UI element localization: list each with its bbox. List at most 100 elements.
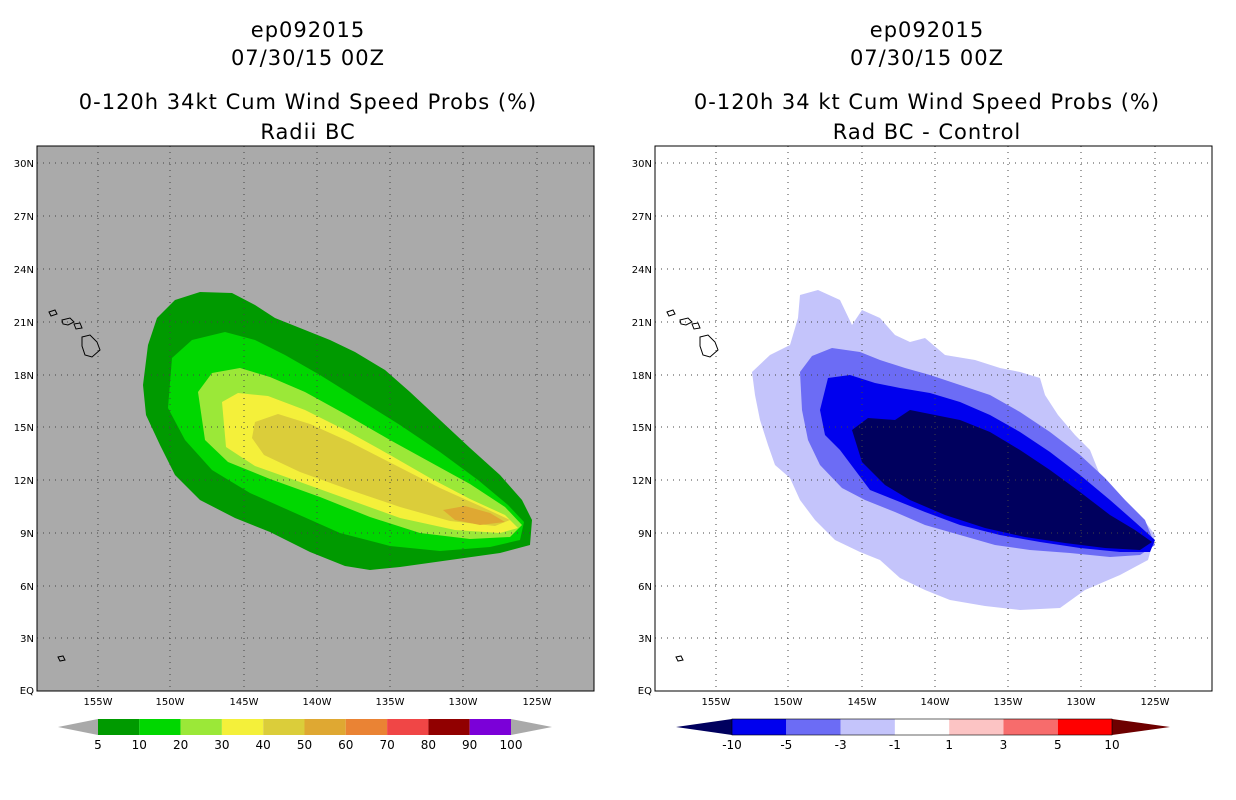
right-lat-label: 27N — [632, 212, 652, 223]
right-colorbar-label: 5 — [1054, 738, 1062, 752]
right-colorbar-swatch — [786, 719, 841, 735]
right-lat-label: 24N — [632, 265, 652, 276]
right-lat-label: 21N — [632, 318, 652, 329]
right-colorbar-label: -10 — [722, 738, 742, 752]
left-lat-label: EQ — [20, 686, 34, 697]
left-lon-label: 145W — [230, 697, 259, 708]
left-colorbar-swatch — [345, 719, 388, 735]
right-colorbar-swatch — [732, 719, 787, 735]
right-colorbar-swatch — [840, 719, 895, 735]
right-colorbar-label: 10 — [1104, 738, 1119, 752]
right-lon-label: 130W — [1067, 697, 1096, 708]
right-lat-label: EQ — [638, 686, 652, 697]
left-colorbar-label: 70 — [379, 738, 394, 752]
right-colorbar: -10 -5 -3 -1 1 3 5 10 — [676, 718, 1170, 752]
right-map: 30N 27N 24N 21N 18N 15N 12N 9N 6N 3N EQ … — [632, 145, 1213, 752]
left-lat-label: 15N — [14, 423, 34, 434]
right-lon-label: 155W — [702, 697, 731, 708]
right-map-frame — [654, 145, 1213, 692]
right-colorbar-swatch — [1003, 719, 1058, 735]
right-colorbar-label: -3 — [835, 738, 847, 752]
left-colorbar-swatch — [387, 719, 429, 735]
left-probability-field — [143, 292, 532, 570]
left-lon-axis: 155W 150W 145W 140W 135W 130W 125W — [84, 697, 552, 708]
right-hawaii-islands — [666, 309, 719, 662]
right-lon-label: 145W — [848, 697, 877, 708]
right-lon-label: 140W — [921, 697, 950, 708]
right-colorbar-high-arrow — [1112, 719, 1170, 735]
left-lat-label: 21N — [14, 318, 34, 329]
left-lat-label: 6N — [20, 582, 34, 593]
left-colorbar-label: 20 — [173, 738, 188, 752]
right-colorbar-swatch — [1057, 719, 1113, 735]
left-colorbar-swatch — [428, 719, 470, 735]
left-colorbar-swatch — [180, 719, 222, 735]
right-colorbar-low-arrow — [676, 719, 732, 735]
left-colorbar-swatch — [304, 719, 346, 735]
left-lat-label: 3N — [20, 634, 34, 645]
right-lon-label: 125W — [1141, 697, 1170, 708]
left-lon-label: 130W — [449, 697, 478, 708]
left-lon-label: 135W — [376, 697, 405, 708]
left-map: 30N 27N 24N 21N 18N 15N 12N 9N 6N 3N EQ … — [14, 145, 595, 752]
right-lat-label: 6N — [638, 582, 652, 593]
left-colorbar-label: 90 — [462, 738, 477, 752]
left-lat-label: 18N — [14, 371, 34, 382]
right-lat-label: 15N — [632, 423, 652, 434]
left-lat-label: 24N — [14, 265, 34, 276]
right-colorbar-swatch — [949, 719, 1004, 735]
left-lat-label: 9N — [20, 529, 34, 540]
left-lon-label: 125W — [523, 697, 552, 708]
left-colorbar-swatch — [98, 719, 140, 735]
left-lat-label: 30N — [14, 159, 34, 170]
left-title-storm: ep092015 — [250, 18, 366, 42]
left-title-subtitle: Radii BC — [260, 120, 356, 144]
left-lon-label: 140W — [303, 697, 332, 708]
left-title-date: 07/30/15 00Z — [230, 46, 386, 70]
left-lon-label: 150W — [156, 697, 185, 708]
right-lat-label: 30N — [632, 159, 652, 170]
right-colorbar-label: 1 — [945, 738, 953, 752]
right-lat-label: 18N — [632, 371, 652, 382]
left-lat-label: 12N — [14, 476, 34, 487]
left-colorbar-low-arrow — [58, 719, 98, 735]
left-colorbar-swatch — [263, 719, 305, 735]
left-title-product: 0-120h 34kt Cum Wind Speed Probs (%) — [78, 90, 538, 114]
left-grid — [37, 146, 594, 691]
right-contour-minus10 — [852, 410, 1152, 550]
right-lon-label: 135W — [994, 697, 1023, 708]
left-colorbar-swatch — [469, 719, 511, 735]
left-colorbar-label: 30 — [214, 738, 229, 752]
right-lat-label: 3N — [638, 634, 652, 645]
left-colorbar-swatch — [221, 719, 264, 735]
left-map-frame — [36, 145, 595, 692]
right-colorbar-label: -1 — [889, 738, 901, 752]
right-lat-axis: 30N 27N 24N 21N 18N 15N 12N 9N 6N 3N EQ — [632, 159, 652, 697]
left-lat-axis: 30N 27N 24N 21N 18N 15N 12N 9N 6N 3N EQ — [14, 159, 34, 697]
right-lon-label: 150W — [774, 697, 803, 708]
right-colorbar-swatch — [894, 719, 950, 735]
left-lat-label: 27N — [14, 212, 34, 223]
left-colorbar: 5 10 20 30 40 50 60 70 80 90 100 — [58, 719, 552, 752]
left-colorbar-label: 60 — [338, 738, 353, 752]
left-lon-label: 155W — [84, 697, 113, 708]
right-lat-label: 9N — [638, 529, 652, 540]
left-hawaii-islands — [48, 309, 101, 662]
left-colorbar-high-arrow — [511, 719, 552, 735]
right-grid — [655, 146, 1212, 691]
right-difference-field — [752, 290, 1155, 610]
right-title-storm: ep092015 — [869, 18, 985, 42]
left-colorbar-label: 100 — [500, 738, 523, 752]
left-colorbar-label: 10 — [132, 738, 147, 752]
left-colorbar-label: 40 — [256, 738, 271, 752]
right-colorbar-label: -5 — [780, 738, 792, 752]
right-lon-axis: 155W 150W 145W 140W 135W 130W 125W — [702, 697, 1170, 708]
left-contour-40 — [252, 414, 510, 526]
left-colorbar-label: 5 — [94, 738, 102, 752]
left-colorbar-label: 80 — [421, 738, 436, 752]
left-colorbar-label: 50 — [297, 738, 312, 752]
left-contour-50 — [443, 506, 505, 525]
right-title-subtitle: Rad BC - Control — [832, 120, 1022, 144]
right-title-product: 0-120h 34 kt Cum Wind Speed Probs (%) — [693, 90, 1161, 114]
